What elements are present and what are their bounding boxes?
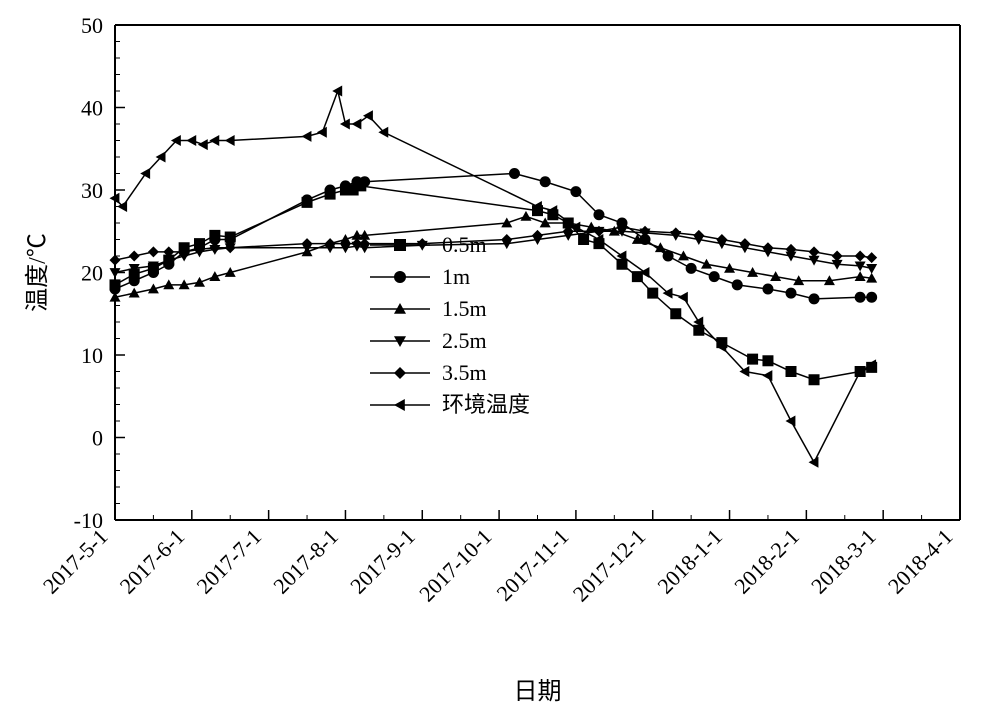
svg-text:2018-3-1: 2018-3-1 xyxy=(806,524,881,599)
svg-text:10: 10 xyxy=(81,343,103,368)
svg-text:2017-11-1: 2017-11-1 xyxy=(492,524,574,606)
svg-text:1.5m: 1.5m xyxy=(442,296,487,321)
svg-text:2017-5-1: 2017-5-1 xyxy=(38,524,113,599)
svg-text:40: 40 xyxy=(81,96,103,121)
svg-text:1m: 1m xyxy=(442,264,470,289)
svg-text:2017-10-1: 2017-10-1 xyxy=(414,524,496,606)
svg-text:2018-4-1: 2018-4-1 xyxy=(883,524,958,599)
svg-text:2017-6-1: 2017-6-1 xyxy=(115,524,190,599)
svg-text:2017-7-1: 2017-7-1 xyxy=(191,524,266,599)
svg-text:2.5m: 2.5m xyxy=(442,328,487,353)
svg-text:2018-2-1: 2018-2-1 xyxy=(729,524,804,599)
svg-text:0: 0 xyxy=(92,426,103,451)
svg-text:0.5m: 0.5m xyxy=(442,232,487,257)
series-0.5m xyxy=(110,180,878,385)
chart-container: -10010203040502017-5-12017-6-12017-7-120… xyxy=(0,0,1000,719)
svg-text:温度/℃: 温度/℃ xyxy=(24,233,51,312)
svg-text:3.5m: 3.5m xyxy=(442,360,487,385)
svg-text:日期: 日期 xyxy=(514,679,562,705)
series-2.5m xyxy=(110,227,878,278)
legend: 0.5m 1m 1.5m 2.5m 3.5m 环境温度 xyxy=(370,232,530,417)
svg-text:2018-1-1: 2018-1-1 xyxy=(652,524,727,599)
svg-text:环境温度: 环境温度 xyxy=(442,392,530,417)
svg-text:50: 50 xyxy=(81,13,103,38)
svg-text:2017-9-1: 2017-9-1 xyxy=(345,524,420,599)
svg-text:2017-8-1: 2017-8-1 xyxy=(268,524,343,599)
svg-text:2017-12-1: 2017-12-1 xyxy=(568,524,650,606)
svg-text:20: 20 xyxy=(81,261,103,286)
line-chart: -10010203040502017-5-12017-6-12017-7-120… xyxy=(0,0,1000,719)
svg-text:30: 30 xyxy=(81,178,103,203)
